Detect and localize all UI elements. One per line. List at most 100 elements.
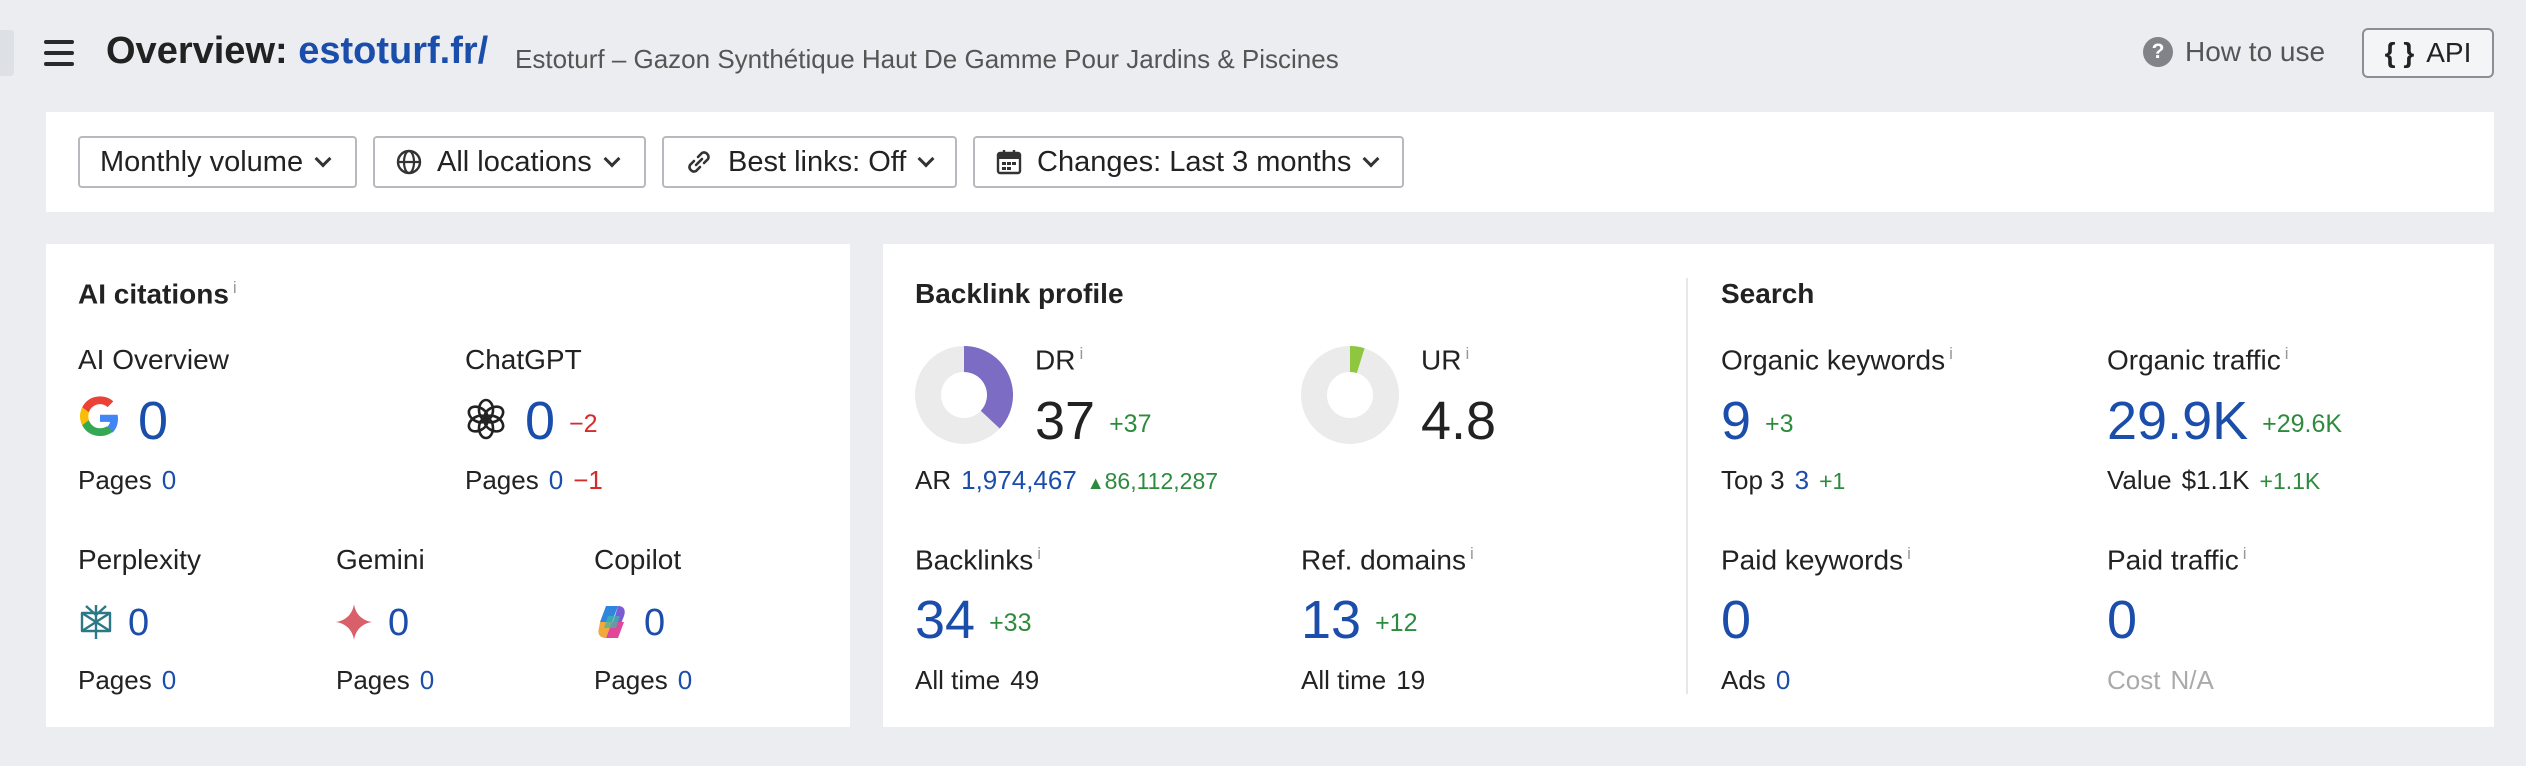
backlinks-value: 34 +33 — [915, 590, 1032, 650]
locations-dropdown[interactable]: All locations — [373, 136, 646, 188]
backlinks-label: Backlinks i — [915, 544, 1042, 576]
info-icon[interactable]: i — [1949, 344, 1953, 363]
ads-row: Ads 0 — [1721, 665, 1791, 695]
chevron-down-icon — [603, 150, 621, 168]
chevron-down-icon — [1362, 150, 1380, 168]
perplexity-label: Perplexity — [78, 544, 201, 575]
ref-domains-value: 13 +12 — [1301, 590, 1418, 650]
gemini-value[interactable]: 0 — [388, 602, 410, 644]
search-title: Search — [1721, 278, 1815, 309]
ai-overview-label: AI Overview — [78, 344, 229, 375]
arrow-up-icon: ▲ — [1086, 473, 1105, 493]
target-domain[interactable]: estoturf.fr/ — [298, 30, 489, 72]
gemini-pages: Pages 0 — [336, 665, 435, 695]
info-icon[interactable]: i — [2242, 544, 2247, 563]
gemini-icon — [334, 602, 374, 642]
dr-donut-arc — [963, 346, 1013, 429]
chevron-down-icon — [917, 150, 935, 168]
perplexity-value[interactable]: 0 — [128, 602, 150, 644]
best-links-dropdown[interactable]: Best links: Off — [662, 136, 957, 188]
ai-citations-title: AI citations i — [78, 278, 237, 310]
volume-label: Monthly volume — [100, 145, 304, 178]
gemini-label: Gemini — [336, 544, 425, 575]
ur-donut-chart — [1301, 346, 1399, 444]
info-icon[interactable]: i — [232, 278, 237, 297]
info-icon[interactable]: i — [1469, 544, 1474, 563]
cost-row: Cost N/A — [2107, 665, 2214, 695]
page-subtitle: Estoturf – Gazon Synthétique Haut De Gam… — [515, 44, 1339, 74]
backlink-profile-title: Backlink profile — [915, 278, 1124, 309]
info-icon[interactable]: i — [2284, 344, 2289, 363]
how-to-use-link[interactable]: ? How to use — [2143, 36, 2325, 68]
copilot-pages: Pages 0 — [594, 665, 693, 695]
dr-label: DR i — [1035, 344, 1084, 376]
gemini-pages-value[interactable]: 0 — [419, 665, 435, 695]
info-icon[interactable]: i — [1079, 344, 1084, 363]
changes-dropdown[interactable]: Changes: Last 3 months — [973, 136, 1404, 188]
info-icon[interactable]: i — [1037, 544, 1042, 563]
copilot-value[interactable]: 0 — [644, 602, 666, 644]
ur-value: 4.8 — [1421, 391, 1497, 451]
traffic-value-row: Value $1.1K +1.1K — [2107, 465, 2321, 495]
chevron-down-icon — [314, 150, 332, 168]
backlinks-all-time: All time 49 — [915, 665, 1040, 695]
ai-overview-pages: Pages 0 — [78, 465, 177, 495]
paid-traffic-label: Paid traffic i — [2107, 544, 2247, 576]
paid-keywords-label: Paid keywords i — [1721, 544, 1911, 576]
api-button[interactable]: { } API — [2362, 28, 2494, 78]
paid-traffic-value[interactable]: 0 — [2107, 590, 2138, 650]
volume-dropdown[interactable]: Monthly volume — [78, 136, 357, 188]
ref-domains-all-time: All time 19 — [1301, 665, 1426, 695]
how-to-use-label: How to use — [2185, 36, 2326, 67]
top3-value[interactable]: 3 — [1794, 465, 1810, 495]
chatgpt-pages-delta: −1 — [573, 465, 603, 495]
changes-label: Changes: Last 3 months — [1037, 145, 1352, 178]
api-label: API — [2426, 37, 2472, 68]
organic-traffic-delta: +29.6K — [2262, 410, 2343, 439]
ar-value[interactable]: 1,974,467 — [961, 465, 1077, 495]
chatgpt-value: 0 −2 — [525, 391, 598, 451]
section-divider — [1686, 278, 1688, 694]
organic-traffic-value: 29.9K +29.6K — [2107, 391, 2343, 451]
info-icon[interactable]: i — [1907, 544, 1911, 563]
ar-delta: ▲86,112,287 — [1086, 468, 1219, 494]
top3-delta: +1 — [1819, 468, 1846, 494]
ai-overview-value[interactable]: 0 — [138, 391, 169, 451]
copilot-pages-value[interactable]: 0 — [677, 665, 693, 695]
info-icon[interactable]: i — [1465, 344, 1470, 363]
ai-citations-card — [46, 244, 850, 727]
organic-keywords-label: Organic keywords i — [1721, 344, 1953, 376]
ar-row: AR 1,974,467 ▲86,112,287 — [915, 465, 1219, 495]
organic-keywords-value: 9 +3 — [1721, 391, 1794, 451]
link-icon — [684, 147, 714, 177]
google-icon — [78, 396, 122, 440]
ur-donut-arc — [1349, 346, 1365, 374]
chatgpt-pages-value[interactable]: 0 — [548, 465, 564, 495]
chatgpt-pages: Pages 0 −1 — [465, 465, 603, 495]
backlinks-delta: +33 — [989, 609, 1032, 638]
dr-value: 37 +37 — [1035, 391, 1152, 451]
calendar-icon — [995, 148, 1023, 176]
left-panel-edge[interactable] — [0, 30, 14, 76]
ai-overview-pages-value[interactable]: 0 — [161, 465, 177, 495]
title-prefix: Overview: — [106, 30, 299, 72]
best-links-label: Best links: Off — [728, 145, 907, 178]
chatgpt-delta: −2 — [569, 410, 598, 439]
paid-keywords-value[interactable]: 0 — [1721, 590, 1752, 650]
filter-bar: Monthly volume All locations Best links:… — [46, 112, 2494, 212]
perplexity-icon — [78, 603, 114, 641]
backlink-search-card — [883, 244, 2494, 727]
code-braces-icon: { } — [2384, 37, 2415, 68]
page-header: Overview: estoturf.fr/ Estoturf – Gazon … — [0, 0, 2526, 110]
chatgpt-icon — [463, 396, 509, 442]
perplexity-pages-value[interactable]: 0 — [161, 665, 177, 695]
copilot-icon — [592, 602, 632, 642]
locations-label: All locations — [437, 145, 592, 178]
ref-domains-label: Ref. domains i — [1301, 544, 1474, 576]
ads-value[interactable]: 0 — [1775, 665, 1791, 695]
ref-domains-delta: +12 — [1375, 609, 1418, 638]
ur-label: UR i — [1421, 344, 1470, 376]
menu-icon[interactable] — [44, 40, 74, 66]
organic-traffic-label: Organic traffic i — [2107, 344, 2289, 376]
organic-keywords-delta: +3 — [1765, 410, 1794, 439]
